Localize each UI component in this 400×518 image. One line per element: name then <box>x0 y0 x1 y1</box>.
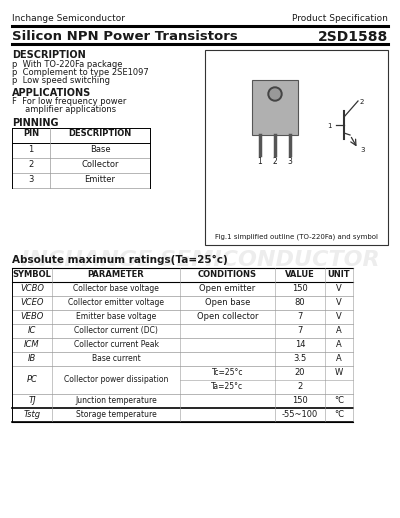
Text: PIN: PIN <box>23 129 39 138</box>
Text: IC: IC <box>28 326 36 335</box>
Text: 1: 1 <box>28 145 34 154</box>
Text: Absolute maximum ratings(Ta=25°c): Absolute maximum ratings(Ta=25°c) <box>12 255 228 265</box>
Text: 3.5: 3.5 <box>293 354 307 363</box>
Text: PINNING: PINNING <box>12 118 58 128</box>
Text: APPLICATIONS: APPLICATIONS <box>12 88 91 98</box>
Text: A: A <box>336 340 342 349</box>
Text: 3: 3 <box>360 147 364 153</box>
Text: VCBO: VCBO <box>20 284 44 293</box>
Text: 3: 3 <box>28 175 34 184</box>
Text: Storage temperature: Storage temperature <box>76 410 156 419</box>
Text: Emitter: Emitter <box>84 175 116 184</box>
Text: °C: °C <box>334 410 344 419</box>
Text: IB: IB <box>28 354 36 363</box>
Text: Silicon NPN Power Transistors: Silicon NPN Power Transistors <box>12 30 238 43</box>
Text: CONDITIONS: CONDITIONS <box>198 270 257 279</box>
Bar <box>252 80 298 135</box>
Text: TJ: TJ <box>28 396 36 405</box>
Text: 2SD1588: 2SD1588 <box>318 30 388 44</box>
Text: ICM: ICM <box>24 340 40 349</box>
Text: 2: 2 <box>273 157 277 166</box>
Text: 20: 20 <box>295 368 305 377</box>
Text: 2: 2 <box>360 99 364 105</box>
Text: 3: 3 <box>288 157 292 166</box>
Text: UNIT: UNIT <box>328 270 350 279</box>
Text: V: V <box>336 284 342 293</box>
Text: Tc=25°c: Tc=25°c <box>212 368 243 377</box>
Text: 2: 2 <box>297 382 303 391</box>
Text: A: A <box>336 354 342 363</box>
Text: °C: °C <box>334 396 344 405</box>
Text: 80: 80 <box>295 298 305 307</box>
Text: DESCRIPTION: DESCRIPTION <box>12 50 86 60</box>
Text: Tstg: Tstg <box>24 410 40 419</box>
Text: PARAMETER: PARAMETER <box>88 270 144 279</box>
Text: Ta=25°c: Ta=25°c <box>212 382 244 391</box>
Text: 150: 150 <box>292 396 308 405</box>
Text: Product Specification: Product Specification <box>292 14 388 23</box>
Text: Junction temperature: Junction temperature <box>75 396 157 405</box>
Text: F  For low frequency power: F For low frequency power <box>12 97 126 106</box>
Text: Open emitter: Open emitter <box>199 284 256 293</box>
Text: SYMBOL: SYMBOL <box>12 270 52 279</box>
Text: Collector: Collector <box>81 160 119 169</box>
Text: Collector current Peak: Collector current Peak <box>74 340 158 349</box>
Text: 2: 2 <box>28 160 34 169</box>
Text: 1: 1 <box>258 157 262 166</box>
Text: V: V <box>336 312 342 321</box>
Text: 7: 7 <box>297 312 303 321</box>
Circle shape <box>268 87 282 101</box>
Text: 150: 150 <box>292 284 308 293</box>
Text: p  With TO-220Fa package: p With TO-220Fa package <box>12 60 122 69</box>
Text: Open base: Open base <box>205 298 250 307</box>
Text: Collector power dissipation: Collector power dissipation <box>64 376 168 384</box>
Text: Collector current (DC): Collector current (DC) <box>74 326 158 335</box>
Bar <box>205 50 388 245</box>
Text: p  Low speed switching: p Low speed switching <box>12 76 110 85</box>
Text: A: A <box>336 326 342 335</box>
Text: VCEO: VCEO <box>20 298 44 307</box>
Text: Open collector: Open collector <box>197 312 258 321</box>
Text: Fig.1 simplified outline (TO-220Fa) and symbol: Fig.1 simplified outline (TO-220Fa) and … <box>215 234 378 240</box>
Text: V: V <box>336 298 342 307</box>
Text: INCHANGE SEMICONDUCTOR: INCHANGE SEMICONDUCTOR <box>21 250 379 270</box>
Text: PC: PC <box>26 376 38 384</box>
Text: 14: 14 <box>295 340 305 349</box>
Text: VALUE: VALUE <box>285 270 315 279</box>
Circle shape <box>270 89 280 99</box>
Text: -55~100: -55~100 <box>282 410 318 419</box>
Text: Base current: Base current <box>92 354 140 363</box>
Text: Inchange Semiconductor: Inchange Semiconductor <box>12 14 125 23</box>
Text: 7: 7 <box>297 326 303 335</box>
Text: Emitter base voltage: Emitter base voltage <box>76 312 156 321</box>
Text: p  Complement to type 2SE1097: p Complement to type 2SE1097 <box>12 68 149 77</box>
Text: 1: 1 <box>328 123 332 129</box>
Text: Base: Base <box>90 145 110 154</box>
Text: Collector base voltage: Collector base voltage <box>73 284 159 293</box>
Text: amplifier applications: amplifier applications <box>12 105 116 114</box>
Text: Collector emitter voltage: Collector emitter voltage <box>68 298 164 307</box>
Text: DESCRIPTION: DESCRIPTION <box>68 129 132 138</box>
Text: VEBO: VEBO <box>20 312 44 321</box>
Text: W: W <box>335 368 343 377</box>
